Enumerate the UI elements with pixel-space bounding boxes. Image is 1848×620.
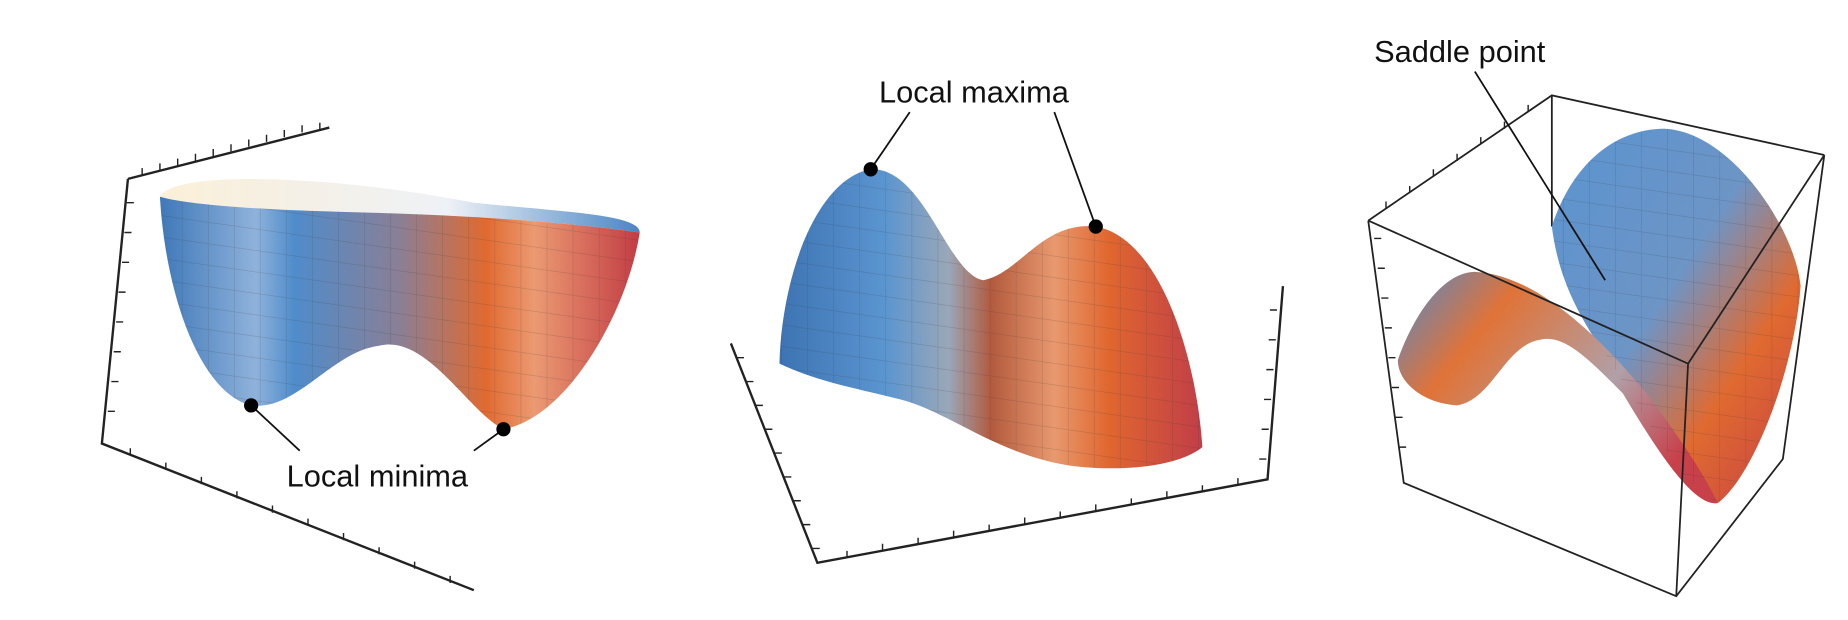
local-maximum-point xyxy=(1088,219,1103,234)
saddle-box-back xyxy=(1367,94,1825,227)
bowl-inner-rim xyxy=(159,179,640,233)
saddle-box-front xyxy=(1367,154,1826,598)
local-maxima-label: Local maxima xyxy=(879,74,1070,109)
bowl-panel: Local minima xyxy=(100,122,640,592)
saddle-orange-ridge xyxy=(1397,271,1718,504)
local-minimum-point xyxy=(244,398,259,413)
saddle-mesh xyxy=(1551,128,1801,504)
bowl-mesh xyxy=(159,196,640,430)
hills-axes xyxy=(729,286,1285,565)
local-minimum-point xyxy=(496,422,511,437)
hills-panel: Local maxima xyxy=(729,74,1285,565)
saddle-point-label: Saddle point xyxy=(1374,34,1546,69)
local-minima-label: Local minima xyxy=(287,458,469,493)
saddle-panel: Saddle point xyxy=(1367,34,1826,598)
hills-mesh xyxy=(779,169,1203,469)
bowl-axes xyxy=(100,122,475,592)
local-maximum-point xyxy=(863,162,878,177)
